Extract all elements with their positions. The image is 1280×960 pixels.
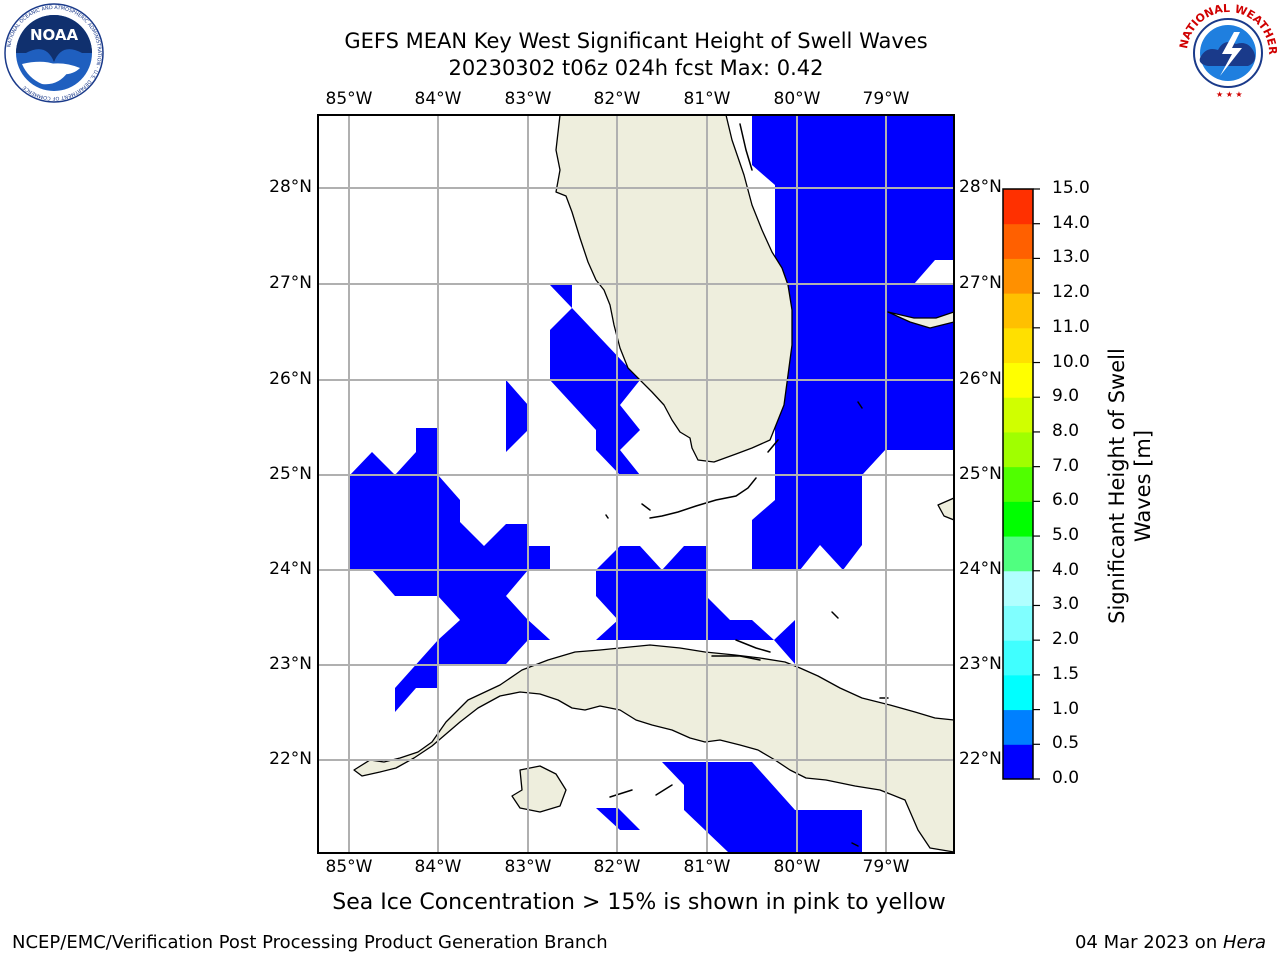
isla-juventud-land bbox=[511, 765, 567, 813]
colorbar-tick-label: 10.0 bbox=[1052, 351, 1090, 372]
lat-label: 27°N bbox=[959, 273, 1002, 293]
footer-branch: NCEP/EMC/Verification Post Processing Pr… bbox=[12, 932, 608, 953]
colorbar-tick-label: 15.0 bbox=[1052, 178, 1090, 198]
noaa-logo-text: NOAA bbox=[30, 26, 79, 44]
florida-land bbox=[555, 115, 793, 463]
lon-label: 85°W bbox=[325, 857, 373, 877]
lat-label: 22°N bbox=[269, 749, 312, 769]
colorbar-tick-label: 11.0 bbox=[1052, 316, 1090, 337]
colorbar-tick-label: 0.0 bbox=[1052, 768, 1080, 788]
lon-label: 82°W bbox=[593, 857, 641, 877]
graticule bbox=[318, 115, 954, 853]
chart-title: GEFS MEAN Key West Significant Height of… bbox=[344, 29, 928, 53]
lon-label: 79°W bbox=[862, 89, 910, 109]
colorbar-tick-label: 13.0 bbox=[1052, 247, 1090, 268]
noaa-logo: NOAA NATIONAL OCEANIC AND ATMOSPHERIC AD… bbox=[4, 3, 104, 103]
sea-ice-caption: Sea Ice Concentration > 15% is shown in … bbox=[332, 890, 946, 915]
andros-land bbox=[937, 497, 954, 521]
colorbar-tick-label: 5.0 bbox=[1052, 525, 1080, 546]
lon-label: 84°W bbox=[414, 89, 462, 109]
lon-label: 83°W bbox=[504, 89, 552, 109]
lon-label: 81°W bbox=[683, 89, 731, 109]
lon-label: 81°W bbox=[683, 857, 731, 877]
footer-host: Hera bbox=[1222, 932, 1266, 953]
colorbar-tick-label: 3.0 bbox=[1052, 594, 1080, 615]
colorbar-tick-label: 7.0 bbox=[1052, 455, 1080, 476]
chart-subtitle: 20230302 t06z 024h fcst Max: 0.42 bbox=[448, 56, 824, 80]
lon-label: 80°W bbox=[773, 89, 821, 109]
colorbar-tick-label: 0.5 bbox=[1052, 733, 1080, 754]
colorbar-tick-label: 8.0 bbox=[1052, 420, 1080, 441]
footer-date: 04 Mar 2023 on Hera bbox=[1075, 932, 1266, 953]
svg-text:★ ★ ★: ★ ★ ★ bbox=[1216, 90, 1243, 99]
lat-label: 26°N bbox=[959, 369, 1002, 389]
colorbar-tick-label: 1.0 bbox=[1052, 698, 1080, 719]
lon-label: 82°W bbox=[593, 89, 641, 109]
colorbar-tick-label: 9.0 bbox=[1052, 386, 1080, 407]
lat-label: 28°N bbox=[959, 177, 1002, 197]
land-masses bbox=[353, 115, 954, 853]
lat-label: 28°N bbox=[269, 177, 312, 197]
lat-label: 26°N bbox=[269, 369, 312, 389]
wave-height-fill bbox=[350, 115, 954, 852]
colorbar-tick-label: 6.0 bbox=[1052, 490, 1080, 511]
lat-label: 24°N bbox=[269, 559, 312, 579]
grand-bahama-land bbox=[887, 311, 954, 329]
lon-label: 83°W bbox=[504, 857, 552, 877]
lat-label: 25°N bbox=[269, 464, 312, 484]
lon-label: 80°W bbox=[773, 857, 821, 877]
colorbar-tick-label: 4.0 bbox=[1052, 559, 1080, 580]
footer-date-text: 04 Mar 2023 on bbox=[1074, 932, 1223, 953]
lat-label: 27°N bbox=[269, 273, 312, 293]
cuba-land bbox=[353, 644, 954, 853]
colorbar-tick-label: 12.0 bbox=[1052, 282, 1090, 303]
lat-label: 23°N bbox=[269, 654, 312, 674]
lat-label: 22°N bbox=[959, 749, 1002, 769]
lat-label: 23°N bbox=[959, 654, 1002, 674]
colorbar-tick-label: 14.0 bbox=[1052, 212, 1090, 233]
lat-label: 24°N bbox=[959, 559, 1002, 579]
lon-label: 84°W bbox=[414, 857, 462, 877]
colorbar-tick-label: 2.0 bbox=[1052, 629, 1080, 650]
colorbar-tick-label: 1.5 bbox=[1052, 663, 1080, 684]
lat-label: 25°N bbox=[959, 464, 1002, 484]
lon-label: 79°W bbox=[862, 857, 910, 877]
lon-label: 85°W bbox=[325, 89, 373, 109]
nws-logo: NATIONAL WEATHER SERVICE ★ ★ ★ bbox=[1176, 2, 1279, 102]
map-frame bbox=[317, 114, 955, 854]
